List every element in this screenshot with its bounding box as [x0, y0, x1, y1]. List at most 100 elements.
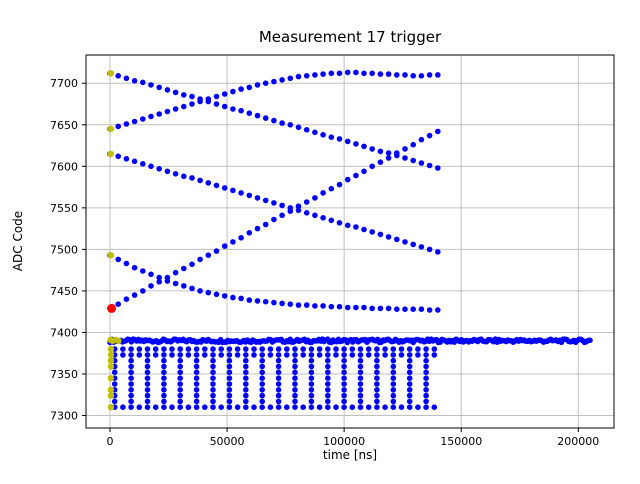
data-point [251, 352, 257, 358]
data-point [193, 352, 200, 358]
data-point [128, 363, 134, 370]
data-point [390, 381, 397, 387]
data-point [111, 369, 118, 376]
data-point [292, 346, 298, 352]
data-point [341, 346, 347, 352]
data-point [123, 260, 130, 267]
data-point [377, 159, 384, 165]
data-point [385, 305, 392, 312]
data-point [177, 346, 183, 352]
data-point [259, 404, 266, 411]
data-point [415, 346, 421, 352]
data-point [295, 124, 302, 131]
data-point [107, 252, 115, 259]
data-point [243, 381, 249, 387]
data-point [410, 73, 417, 79]
data-point [406, 369, 413, 376]
data-point [172, 280, 179, 287]
data-point [357, 357, 364, 364]
data-point [210, 398, 216, 405]
data-point [262, 80, 269, 86]
data-point [259, 363, 266, 370]
data-point [164, 108, 171, 115]
data-point [287, 122, 294, 128]
data-point [308, 392, 315, 399]
data-point [287, 301, 294, 308]
data-point [333, 352, 339, 358]
data-point [131, 78, 138, 84]
y-tick-label: 7450 [50, 285, 78, 298]
data-point [189, 285, 195, 292]
data-point [197, 288, 203, 294]
data-point [357, 387, 364, 393]
data-point [181, 173, 187, 180]
data-point [418, 306, 425, 313]
data-point [390, 352, 397, 358]
data-point [185, 404, 192, 411]
data-point [336, 181, 343, 188]
data-point [226, 363, 233, 370]
data-point [131, 118, 138, 125]
data-point [189, 261, 195, 268]
data-point [349, 352, 356, 358]
data-point [328, 70, 335, 77]
data-point [275, 404, 282, 411]
data-point [213, 93, 220, 100]
x-tick-label: 50000 [210, 435, 245, 448]
data-point [275, 357, 282, 364]
data-point [189, 93, 195, 100]
data-point [120, 404, 126, 411]
data-point [161, 398, 167, 405]
data-point [406, 346, 413, 352]
data-point [341, 387, 347, 393]
data-point [210, 363, 216, 370]
data-point [169, 352, 175, 358]
data-point [107, 392, 115, 399]
data-point [226, 381, 233, 387]
data-point [344, 176, 351, 183]
plot-border [85, 54, 615, 429]
data-point [107, 363, 115, 370]
data-point [325, 369, 331, 376]
data-point [221, 243, 228, 249]
data-point [390, 369, 397, 376]
data-point [210, 381, 216, 387]
data-point [292, 375, 298, 382]
data-point [230, 88, 236, 95]
data-point [292, 398, 298, 405]
data-point [390, 363, 397, 370]
data-point [136, 404, 143, 411]
y-tick-label: 7350 [50, 368, 78, 381]
data-point [144, 381, 151, 387]
data-point [394, 72, 400, 78]
data-point [259, 369, 266, 376]
data-point [325, 392, 331, 399]
data-point [213, 182, 220, 189]
data-point [144, 369, 151, 376]
data-point [181, 265, 187, 272]
data-point [423, 375, 429, 382]
data-point [205, 252, 212, 258]
data-point [295, 73, 302, 80]
data-point [262, 298, 269, 305]
data-point [181, 92, 187, 98]
data-point [308, 404, 315, 411]
data-point [374, 381, 380, 387]
data-point [164, 168, 171, 175]
data-point [292, 387, 298, 393]
data-point [284, 346, 290, 352]
data-point [333, 404, 339, 411]
data-point [292, 363, 298, 370]
data-point [230, 187, 236, 194]
data-point [226, 352, 233, 358]
chart-title: Measurement 17 trigger [259, 28, 442, 46]
data-point [312, 303, 318, 309]
data-point [213, 248, 220, 254]
data-point [382, 404, 388, 411]
data-point [357, 375, 364, 382]
y-tick-label: 7550 [50, 202, 78, 215]
data-point [365, 352, 372, 358]
data-point [243, 375, 249, 382]
data-point [406, 357, 413, 364]
